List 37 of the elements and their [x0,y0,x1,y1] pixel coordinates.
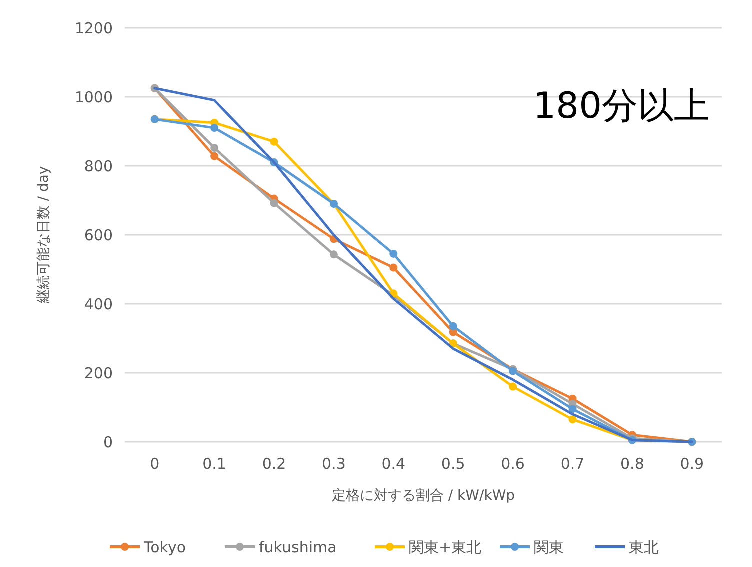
legend-label: fukushima [259,538,337,556]
point [390,250,398,258]
point [270,199,278,208]
legend-label: 関東+東北 [409,538,482,556]
point [568,416,577,424]
x-tick-label: 0.7 [560,455,585,473]
point [449,322,458,330]
y-tick-label: 200 [84,364,113,382]
x-tick-label: 0.8 [620,455,644,473]
point [568,405,577,414]
legend-label: Tokyo [143,538,186,556]
legend-label: 東北 [629,538,659,556]
y-tick-label: 600 [84,226,113,244]
annotation: 180分以上 [533,86,710,127]
y-tick-label: 1000 [74,88,113,106]
x-tick-label: 0.9 [680,455,704,473]
point [210,152,219,160]
legend-label: 関東 [534,538,564,556]
x-axis-title: 定格に対する割合 / kW/kWp [332,488,516,504]
x-tick-label: 0.6 [501,455,525,473]
point [210,144,219,152]
x-tick-label: 0.3 [322,455,346,473]
y-axis-title: 継続可能な日数 / day [36,166,52,305]
x-tick-label: 0.5 [441,455,466,473]
y-tick-label: 0 [103,433,113,452]
point [330,250,338,259]
x-tick-label: 0.1 [202,455,226,473]
y-tick-label: 1200 [74,19,113,38]
point [270,138,278,146]
y-tick-label: 400 [84,295,113,314]
point [390,264,398,272]
x-tick-label: 0.4 [382,455,406,473]
x-tick-label: 0.2 [262,455,286,473]
y-tick-label: 800 [84,157,113,176]
point [509,382,518,391]
x-tick-label: 0 [150,455,160,473]
point [210,124,219,132]
